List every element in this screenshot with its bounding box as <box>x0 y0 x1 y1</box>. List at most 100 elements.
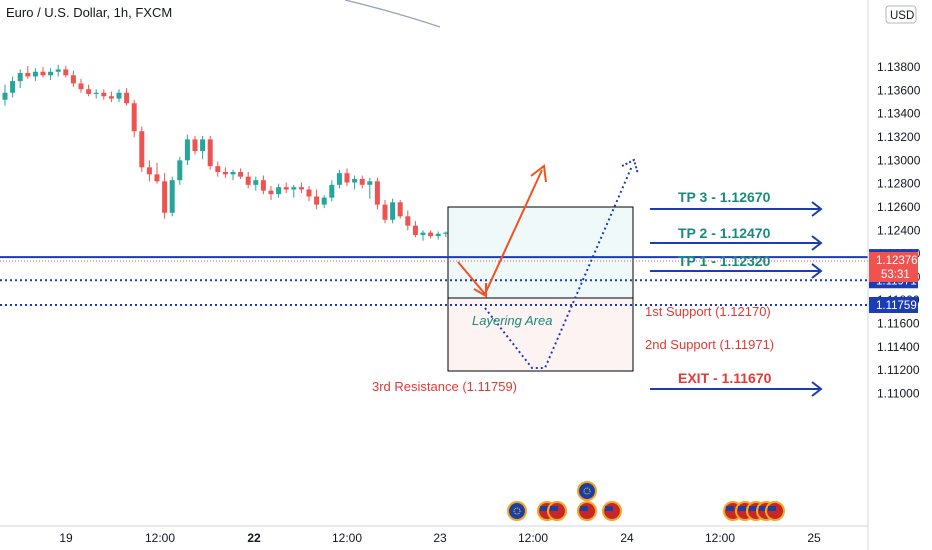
time-axis[interactable]: 19 12:00 22 12:00 23 12:00 24 12:00 25 <box>59 531 821 545</box>
candle-body <box>428 232 434 237</box>
candle-body <box>2 92 8 100</box>
candle <box>116 89 122 103</box>
candle <box>268 185 274 200</box>
chart-title: Euro / U.S. Dollar, 1h, FXCM <box>6 5 173 20</box>
candle-body <box>359 178 365 185</box>
price-tick-label: 1.11000 <box>877 386 920 400</box>
candle-body <box>108 96 114 99</box>
price-tick-label: 1.13200 <box>877 130 921 144</box>
candle <box>397 199 403 219</box>
candle <box>101 89 107 100</box>
candle <box>177 156 183 185</box>
candle <box>283 182 289 193</box>
us-event-icon[interactable] <box>602 501 622 521</box>
price-tick-label: 1.13000 <box>877 153 921 167</box>
exit-label: EXIT - 1.11670 <box>678 370 772 386</box>
candle-body <box>10 81 16 93</box>
candle-body <box>78 83 84 90</box>
candle-body <box>200 139 206 152</box>
candle <box>146 160 152 182</box>
second-support-label: 2nd Support (1.11971) <box>645 337 774 352</box>
candle <box>329 180 335 202</box>
candle <box>55 64 61 77</box>
candle <box>86 84 92 97</box>
candle <box>215 161 221 177</box>
candle-body <box>169 180 175 213</box>
eu-event-icon[interactable] <box>507 501 527 521</box>
candle-body <box>48 71 54 76</box>
layering-arrowhead <box>473 283 487 298</box>
candle <box>25 65 31 79</box>
price-tick-label: 1.11400 <box>877 340 920 354</box>
current-price-tag: 1.12376 53:31 <box>869 252 918 282</box>
candle <box>139 126 145 173</box>
time-tick-label: 23 <box>433 531 447 545</box>
candle-body <box>268 190 274 195</box>
price-axis[interactable]: 1.13800 1.13600 1.13400 1.13200 1.13000 1.128… <box>877 60 921 400</box>
current-price-value: 1.12376 <box>876 255 918 267</box>
candle <box>2 84 8 106</box>
candle-body <box>382 204 388 220</box>
candle <box>207 135 213 170</box>
candle <box>344 168 350 186</box>
candle-body <box>374 181 380 205</box>
candle <box>298 182 304 193</box>
price-countdown: 53:31 <box>881 269 910 281</box>
candle-body <box>283 187 289 190</box>
candle-body <box>55 69 61 72</box>
candle <box>336 169 342 189</box>
eu-event-icon[interactable] <box>577 481 597 501</box>
price-tick-label: 1.12400 <box>877 223 921 237</box>
time-tick-label: 22 <box>247 531 261 545</box>
time-tick-label: 12:00 <box>518 531 548 545</box>
price-tick-label: 1.11600 <box>877 317 920 331</box>
candle <box>10 76 16 98</box>
candle-body <box>70 75 76 84</box>
candle <box>93 89 99 99</box>
candle-body <box>276 187 282 195</box>
candle-body <box>435 233 441 237</box>
candle <box>63 65 69 78</box>
candle-body <box>245 176 251 185</box>
candle <box>230 169 236 181</box>
tp1-label: TP 1 - 1.12320 <box>678 253 771 269</box>
candle <box>17 69 23 89</box>
candle-body <box>207 139 213 167</box>
candle <box>435 231 441 240</box>
candle <box>32 68 38 82</box>
candle-body <box>420 232 426 235</box>
us-event-icon[interactable] <box>547 501 567 521</box>
candle-body <box>215 166 221 173</box>
candle <box>192 135 198 155</box>
level-price-value: 1.11759 <box>876 300 917 312</box>
candle <box>382 199 388 224</box>
candle-body <box>443 232 449 234</box>
candle-body <box>177 160 183 181</box>
candle <box>162 173 168 219</box>
price-tick-label: 1.12800 <box>877 177 921 191</box>
projection-arrows <box>457 158 639 369</box>
candle <box>238 168 244 179</box>
price-tick-label: 1.12600 <box>877 200 921 214</box>
candle-body <box>192 139 198 152</box>
candle <box>412 220 418 238</box>
candle-body <box>260 180 266 191</box>
candle <box>108 91 114 103</box>
bullish-arrowhead <box>530 164 547 183</box>
candle-body <box>230 172 236 175</box>
economic-events[interactable] <box>507 481 785 521</box>
candle-body <box>124 92 130 104</box>
candle <box>245 172 251 189</box>
time-tick-label: 12:00 <box>145 531 175 545</box>
time-tick-label: 12:00 <box>332 531 362 545</box>
currency-button[interactable]: USD <box>885 5 917 24</box>
candle-body <box>314 196 320 205</box>
time-tick-label: 25 <box>807 531 821 545</box>
candle-body <box>253 180 259 185</box>
moving-average-line <box>344 0 441 28</box>
candle <box>48 68 54 80</box>
us-event-icon[interactable] <box>765 501 785 521</box>
candle-body <box>131 103 137 132</box>
us-event-icon[interactable] <box>577 501 597 521</box>
